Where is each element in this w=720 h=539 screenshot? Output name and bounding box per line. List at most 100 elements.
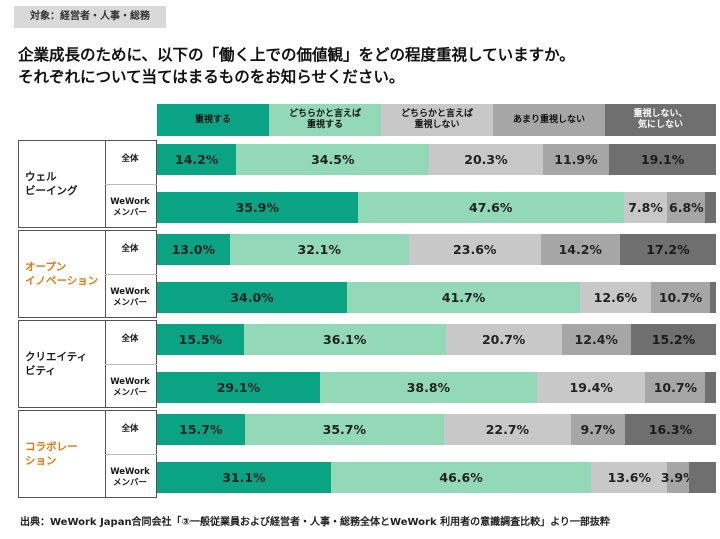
bar-row: 15.7% 35.7% 22.7% 9.7% 16.3% xyxy=(157,414,716,445)
group-separator xyxy=(105,184,157,185)
page-title: 企業成長のために、以下の「働く上での価値観」をどの程度重視していますか。 それぞ… xyxy=(18,44,718,88)
data-label: 12.6% xyxy=(593,290,638,305)
row-label: 全体 xyxy=(121,244,139,254)
title-line-1: 企業成長のために、以下の「働く上での価値観」をどの程度重視していますか。 xyxy=(18,46,575,64)
bar-row: 15.5% 36.1% 20.7% 12.4% 15.2% xyxy=(157,324,716,355)
data-label: 41.7% xyxy=(441,290,486,305)
bar-segment: 47.6% xyxy=(357,192,624,223)
legend-item-2: どちらかと言えば 重視する xyxy=(269,104,381,136)
data-label: 47.6% xyxy=(469,200,513,215)
bar-row: 35.9% 47.6% 7.8% 6.8% xyxy=(157,192,716,223)
row-label: 全体 xyxy=(121,424,139,434)
chart-legend: 重視する どちらかと言えば 重視する どちらかと言えば 重視しない あまり重視しない重… xyxy=(157,104,716,136)
group-separator xyxy=(105,364,157,365)
bar-segment: 22.7% xyxy=(444,414,571,445)
topic-label-2: オープン イノベーション xyxy=(18,230,105,318)
bar-segment: 15.2% xyxy=(630,324,716,355)
bar-row: 13.0% 32.1% 23.6% 14.2% 17.2% xyxy=(157,234,716,265)
bar-segment xyxy=(710,282,716,313)
data-label: 3.9% xyxy=(660,470,696,485)
row-label: WeWork メンバー xyxy=(110,376,150,398)
bar-segment xyxy=(689,462,716,493)
data-label: 6.8% xyxy=(669,200,704,215)
bar-segment: 20.3% xyxy=(429,144,543,175)
data-label: 34.0% xyxy=(230,290,274,305)
data-label: 9.7% xyxy=(580,422,616,437)
row-label: 全体 xyxy=(121,334,139,344)
bar-segment: 35.7% xyxy=(244,414,445,445)
bar-segment: 10.7% xyxy=(650,282,711,313)
row-label: WeWork メンバー xyxy=(110,286,150,308)
bar-segment: 11.9% xyxy=(542,144,610,175)
bar-segment: 19.1% xyxy=(609,144,716,175)
bar-segment: 17.2% xyxy=(619,234,716,265)
data-label: 14.2% xyxy=(558,242,602,257)
bar-segment: 34.0% xyxy=(157,282,348,313)
data-label: 15.7% xyxy=(179,422,223,437)
bar-row: 29.1% 38.8% 19.4% 10.7% xyxy=(157,372,716,403)
data-label: 10.7% xyxy=(653,380,698,395)
row-label: WeWork メンバー xyxy=(110,466,150,488)
data-label: 15.5% xyxy=(178,332,223,347)
row-label: 全体 xyxy=(121,154,139,164)
topic-label-3: クリエイティ ビティ xyxy=(18,320,105,408)
data-label: 16.3% xyxy=(648,422,693,437)
bar-segment: 31.1% xyxy=(157,462,331,493)
data-label: 23.6% xyxy=(453,242,497,257)
bar-row: 14.2% 34.5% 20.3% 11.9% 19.1% xyxy=(157,144,716,175)
bar-segment: 7.8% xyxy=(623,192,668,223)
data-label: 19.4% xyxy=(569,380,613,395)
row-label: WeWork メンバー xyxy=(110,196,150,218)
bar-segment: 6.8% xyxy=(667,192,706,223)
data-label: 35.9% xyxy=(235,200,280,215)
data-label: 11.9% xyxy=(554,152,598,167)
bar-segment: 15.7% xyxy=(157,414,245,445)
data-label: 20.3% xyxy=(464,152,508,167)
bar-segment: 9.7% xyxy=(570,414,625,445)
bar-segment: 13.6% xyxy=(591,462,668,493)
bar-segment: 12.4% xyxy=(561,324,631,355)
bar-segment xyxy=(705,372,716,403)
data-label: 22.7% xyxy=(485,422,530,437)
legend-item-4: あまり重視しない xyxy=(493,104,605,136)
bar-segment: 38.8% xyxy=(319,372,537,403)
topic-label-1: ウェル ビーイング xyxy=(18,140,105,228)
bar-segment: 34.5% xyxy=(236,144,430,175)
title-line-2: それぞれについて当てはまるものをお知らせください。 xyxy=(18,68,405,86)
data-label: 36.1% xyxy=(323,332,367,347)
data-label: 46.6% xyxy=(439,470,483,485)
topic-label-4: コラボレー ション xyxy=(18,410,105,498)
data-label: 15.2% xyxy=(651,332,696,347)
legend-item-1: 重視する xyxy=(157,104,269,136)
bar-segment: 13.0% xyxy=(157,234,230,265)
legend-item-3: どちらかと言えば 重視しない xyxy=(381,104,493,136)
data-label: 7.8% xyxy=(628,200,663,215)
data-label: 29.1% xyxy=(216,380,261,395)
data-label: 20.7% xyxy=(481,332,526,347)
data-label: 35.7% xyxy=(322,422,367,437)
source-note: 出典：WeWork Japan合同会社「③一般従業員および経営者・人事・総務全体… xyxy=(20,517,610,528)
bar-segment: 19.4% xyxy=(536,372,646,403)
group-separator xyxy=(105,454,157,455)
bar-segment: 10.7% xyxy=(645,372,706,403)
data-label: 17.2% xyxy=(646,242,690,257)
bar-segment: 32.1% xyxy=(229,234,409,265)
data-label: 13.6% xyxy=(607,470,652,485)
bar-segment: 12.6% xyxy=(580,282,651,313)
bar-segment: 15.5% xyxy=(157,324,244,355)
bar-row: 34.0% 41.7% 12.6% 10.7% xyxy=(157,282,716,313)
bar-segment: 20.7% xyxy=(445,324,562,355)
data-label: 32.1% xyxy=(297,242,341,257)
data-label: 19.1% xyxy=(640,152,685,167)
bar-segment: 3.9% xyxy=(661,462,696,493)
data-label: 14.2% xyxy=(175,152,219,167)
bar-segment: 14.2% xyxy=(540,234,620,265)
bar-segment: 46.6% xyxy=(330,462,592,493)
data-label: 13.0% xyxy=(171,242,215,257)
bar-segment: 35.9% xyxy=(157,192,358,223)
bar-segment xyxy=(705,192,716,223)
bar-segment: 36.1% xyxy=(243,324,446,355)
bar-row: 31.1% 46.6% 13.6% 3.9% xyxy=(157,462,716,493)
data-label: 12.4% xyxy=(574,332,618,347)
group-separator xyxy=(105,274,157,275)
